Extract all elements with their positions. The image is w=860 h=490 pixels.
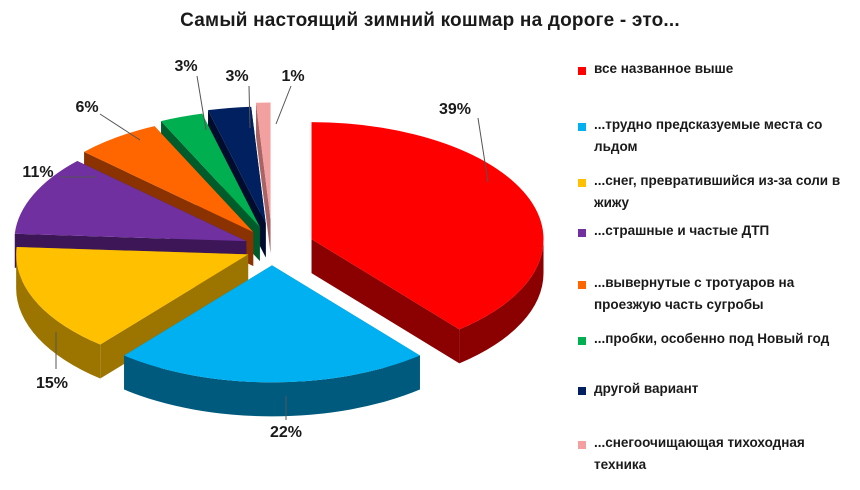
slice-top [14, 161, 247, 242]
legend-item-3: ...снег, превратившийся из-за соли в жиж… [578, 173, 860, 214]
legend-item-5: ...вывернутые с тротуаров на проезжую ча… [578, 275, 860, 316]
data-label-2: 22% [270, 424, 302, 441]
slice-side [16, 254, 101, 379]
slice-top [311, 122, 544, 330]
legend-item-7: другой вариант [578, 381, 860, 400]
slice-top [208, 106, 266, 224]
chart-title: Самый настоящий зимний кошмар на дороге … [180, 10, 680, 31]
legend-swatch [578, 281, 586, 289]
slice-side [459, 239, 544, 364]
leader-line [248, 85, 251, 129]
legend-label: ...трудно предсказуемые места со льдом [594, 117, 823, 154]
legend-swatch [578, 229, 586, 237]
data-label-7: 3% [225, 68, 248, 85]
data-label-4: 11% [22, 164, 53, 181]
legend-label: ...пробки, особенно под Новый год [594, 331, 830, 346]
legend-item-4: ...страшные и частые ДТП [578, 223, 860, 242]
legend-swatch [578, 123, 586, 131]
legend-label: ...вывернутые с тротуаров на проезжую ча… [594, 275, 795, 312]
legend-item-6: ...пробки, особенно под Новый год [578, 331, 860, 350]
data-label-6: 3% [174, 58, 197, 75]
data-label-1: 39% [439, 101, 471, 118]
slice-top [161, 113, 260, 227]
legend-item-2: ...трудно предсказуемые места со льдом [578, 117, 860, 158]
data-label-5: 6% [75, 99, 98, 116]
slice-wall [311, 239, 460, 364]
slice-top [16, 247, 249, 345]
data-label-8: 1% [281, 68, 304, 85]
data-label-3: 15% [36, 375, 68, 392]
slice-top [84, 126, 254, 232]
legend-item-8: ...снегоочищающая тихоходная техника [578, 435, 860, 476]
legend-item-1: все названное выше [578, 61, 860, 80]
leader-line [196, 75, 207, 131]
pie-slice-3 [16, 247, 249, 379]
slice-top [255, 102, 271, 220]
legend-swatch [578, 441, 586, 449]
pie-slice-8 [255, 102, 271, 254]
legend-swatch [578, 67, 586, 75]
slice-side [124, 355, 420, 417]
pie-slice-2 [124, 265, 420, 417]
legend-label: все названное выше [594, 61, 734, 76]
slice-top [124, 265, 420, 383]
leader-line [275, 85, 292, 125]
pie-slice-1 [311, 122, 544, 364]
legend-label: ...снегоочищающая тихоходная техника [594, 435, 805, 472]
legend-swatch [578, 179, 586, 187]
slice-wall [255, 102, 271, 254]
legend-label: другой вариант [594, 381, 699, 396]
leader-line [477, 117, 489, 183]
leader-line [99, 113, 141, 141]
legend-label: ...снег, превратившийся из-за соли в жиж… [594, 173, 841, 210]
legend-swatch [578, 387, 586, 395]
legend-label: ...страшные и частые ДТП [594, 223, 770, 238]
legend-swatch [578, 337, 586, 345]
